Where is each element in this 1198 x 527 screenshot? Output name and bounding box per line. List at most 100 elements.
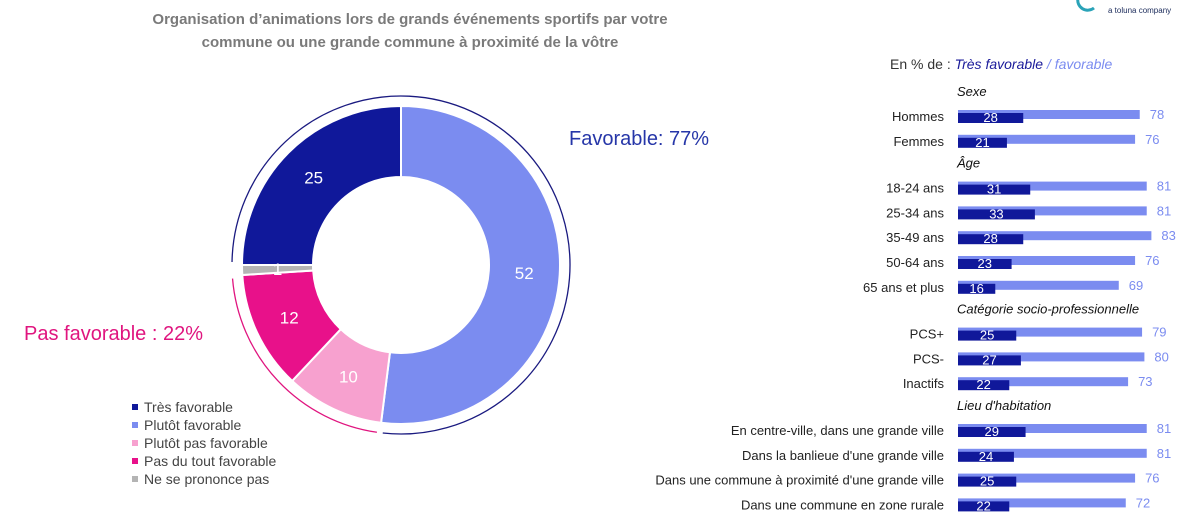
row-label-25-34-ans: 25-34 ans — [886, 205, 944, 220]
bar-tres-favorable-hommes — [958, 113, 1024, 123]
bar-tres-favorable-dans-une-commune-en-zone-rurale — [958, 501, 1010, 512]
row-label-dans-une-commune-en-zone-rurale: Dans une commune en zone rurale — [741, 497, 944, 512]
value-tres-favorable-dans-une-commune-en-zone-rurale: 22 — [976, 498, 990, 513]
row-label-inactifs: Inactifs — [903, 376, 945, 391]
bar-favorable-50-64-ans — [958, 256, 1136, 265]
row-label-pcs: PCS+ — [910, 327, 944, 342]
donut-value-pas-du-tout-favorable: 12 — [280, 309, 299, 328]
value-tres-favorable-pcs: 27 — [982, 352, 996, 367]
bar-tres-favorable-35-49-ans — [958, 234, 1024, 245]
legend-item-plutot-pas-favorable: Plutôt pas favorable — [132, 434, 276, 452]
unfavorable-arc — [231, 278, 377, 433]
row-label-en-centre-ville-dans-une-grande-ville: En centre-ville, dans une grande ville — [731, 423, 944, 438]
value-tres-favorable-35-49-ans: 28 — [983, 231, 997, 246]
bar-favorable-dans-une-commune-en-zone-rurale — [958, 498, 1126, 508]
bar-tres-favorable-65-ans-et-plus — [958, 283, 996, 294]
bar-tres-favorable-pcs — [958, 330, 1017, 341]
bar-favorable-pcs — [958, 352, 1145, 362]
value-favorable-dans-la-banlieue-d-une-grande-ville: 81 — [1157, 446, 1171, 461]
bars-header-slash: / — [1043, 56, 1055, 72]
value-favorable-dans-une-commune-en-zone-rurale: 72 — [1136, 495, 1150, 510]
donut-value-ne-se-prononce-pas: 1 — [273, 260, 282, 279]
legend-item-tres-favorable: Très favorable — [132, 398, 276, 416]
favorable-arc — [231, 95, 571, 435]
donut-slice-plutot-favorable — [379, 104, 562, 425]
bar-tres-favorable-inactifs — [958, 380, 1010, 391]
row-label-35-49-ans: 35-49 ans — [886, 230, 944, 245]
donut-value-plutot-favorable: 52 — [515, 264, 534, 283]
value-tres-favorable-25-34-ans: 33 — [989, 206, 1003, 221]
group-title-lieu-d-habitation: Lieu d'habitation — [957, 398, 1051, 413]
bar-favorable-35-49-ans — [958, 231, 1152, 241]
bars-header-tres-favorable: Très favorable — [954, 56, 1044, 72]
unfavorable-total-label: Pas favorable : 22% — [24, 323, 203, 345]
legend-item-ne-se-prononce-pas: Ne se prononce pas — [132, 470, 276, 488]
legend-label: Plutôt favorable — [144, 417, 242, 433]
bar-favorable-18-24-ans — [958, 181, 1147, 191]
donut-value-plutot-pas-favorable: 10 — [339, 368, 358, 387]
value-favorable-pcs: 79 — [1152, 325, 1166, 340]
group-title-categorie-socio-professionnelle: Catégorie socio-professionnelle — [957, 302, 1139, 317]
value-favorable-hommes: 78 — [1150, 107, 1164, 122]
value-favorable-en-centre-ville-dans-une-grande-ville: 81 — [1157, 421, 1171, 436]
chart-title-line-2: commune ou une grande commune à proximit… — [201, 34, 619, 51]
value-favorable-inactifs: 73 — [1138, 374, 1152, 389]
chart-title: Organisation d’animations lors de grands… — [100, 8, 720, 54]
value-tres-favorable-hommes: 28 — [983, 110, 997, 125]
value-favorable-65-ans-et-plus: 69 — [1129, 278, 1143, 293]
bar-favorable-inactifs — [958, 377, 1129, 387]
bar-favorable-en-centre-ville-dans-une-grande-ville — [958, 424, 1147, 433]
value-tres-favorable-65-ans-et-plus: 16 — [969, 281, 983, 296]
logo-tagline: a toluna company — [1108, 6, 1172, 15]
group-title-sexe: Sexe — [957, 84, 987, 99]
donut-slice-ne-se-prononce-pas — [240, 264, 315, 277]
bar-tres-favorable-dans-la-banlieue-d-une-grande-ville — [958, 451, 1014, 462]
bar-tres-favorable-18-24-ans — [958, 184, 1031, 195]
legend-item-plutot-favorable: Plutôt favorable — [132, 416, 276, 434]
row-label-pcs: PCS- — [913, 351, 944, 366]
legend-swatch — [132, 404, 138, 411]
bar-favorable-dans-la-banlieue-d-une-grande-ville — [958, 448, 1147, 458]
legend-swatch — [132, 422, 138, 429]
bar-tres-favorable-pcs — [958, 355, 1021, 366]
favorable-total-label: Favorable: 77% — [569, 128, 710, 150]
row-label-femmes: Femmes — [893, 134, 944, 149]
bar-favorable-65-ans-et-plus — [958, 280, 1119, 290]
row-label-hommes: Hommes — [892, 109, 945, 124]
value-favorable-35-49-ans: 83 — [1161, 228, 1175, 243]
legend-label: Pas du tout favorable — [144, 453, 277, 469]
donut-value-tres-favorable: 25 — [304, 169, 323, 188]
bar-favorable-25-34-ans — [958, 206, 1147, 216]
legend-label: Très favorable — [144, 399, 233, 415]
value-tres-favorable-50-64-ans: 23 — [978, 256, 992, 271]
legend-item-pas-du-tout-favorable: Pas du tout favorable — [132, 452, 276, 470]
bar-favorable-hommes — [958, 110, 1140, 119]
value-tres-favorable-dans-une-commune-a-proximite-d-une-grande-ville: 25 — [980, 474, 994, 489]
legend-label: Plutôt pas favorable — [144, 435, 268, 451]
bar-favorable-pcs — [958, 327, 1143, 337]
bars-header: En % de : Très favorable / favorable — [890, 56, 1112, 72]
logo-icon — [1076, 0, 1095, 12]
value-favorable-pcs: 80 — [1154, 349, 1168, 364]
bar-tres-favorable-en-centre-ville-dans-une-grande-ville — [958, 427, 1026, 437]
bar-tres-favorable-femmes — [958, 137, 1007, 148]
chart-title-line-1: Organisation d’animations lors de grands… — [152, 11, 668, 28]
row-label-65-ans-et-plus: 65 ans et plus — [863, 280, 944, 295]
value-tres-favorable-18-24-ans: 31 — [987, 182, 1001, 197]
group-title-age: Âge — [956, 156, 980, 171]
bars-header-favorable: favorable — [1054, 56, 1113, 72]
value-tres-favorable-dans-la-banlieue-d-une-grande-ville: 24 — [979, 449, 993, 464]
value-favorable-dans-une-commune-a-proximite-d-une-grande-ville: 76 — [1145, 471, 1159, 486]
bar-tres-favorable-50-64-ans — [958, 259, 1012, 269]
bar-favorable-dans-une-commune-a-proximite-d-une-grande-ville — [958, 473, 1136, 483]
legend-swatch — [132, 458, 138, 465]
row-label-dans-la-banlieue-d-une-grande-ville: Dans la banlieue d'une grande ville — [742, 448, 944, 463]
value-favorable-50-64-ans: 76 — [1145, 253, 1159, 268]
value-tres-favorable-femmes: 21 — [975, 135, 989, 150]
value-favorable-18-24-ans: 81 — [1157, 179, 1171, 194]
donut-chart: 25 52 10 12 1 — [231, 95, 571, 435]
legend-swatch — [132, 476, 138, 483]
legend-swatch — [132, 440, 138, 447]
legend-label: Ne se prononce pas — [144, 471, 270, 487]
value-tres-favorable-pcs: 25 — [980, 328, 994, 343]
